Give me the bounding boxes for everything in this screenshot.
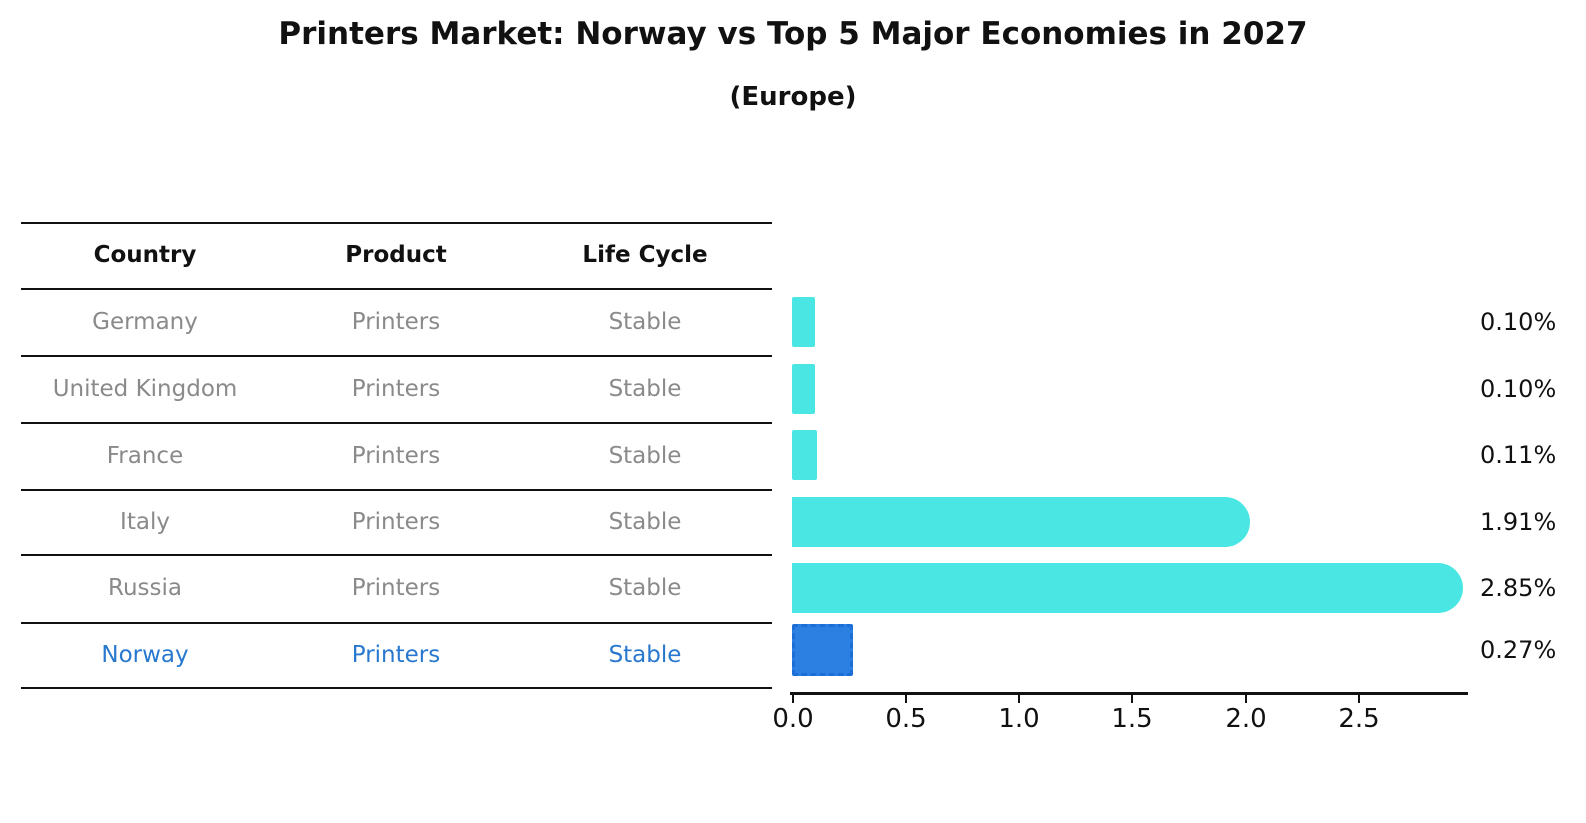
table-rule [21,687,772,689]
value-label: 0.11% [1480,441,1557,469]
x-axis-tick [1131,695,1133,703]
bar-france [792,430,817,480]
cell-life-cycle: Stable [608,442,682,469]
x-axis-tick [1018,695,1020,703]
x-axis-tick-label: 2.5 [1338,704,1380,734]
bar-russia [792,563,1463,613]
value-label: 1.91% [1480,508,1557,536]
bar-norway-highlighted [792,624,854,676]
x-axis-tick-label: 1.5 [1111,704,1153,734]
value-label: 0.10% [1480,308,1557,336]
cell-product: Printers [351,641,441,668]
bar-germany [792,297,815,347]
x-axis-tick-label: 1.0 [998,704,1040,734]
table-rule [21,288,772,290]
table-rule [21,355,772,357]
cell-country: Norway [101,641,189,668]
x-axis-tick-label: 0.0 [772,704,814,734]
cell-life-cycle: Stable [608,375,682,402]
cell-country: Russia [108,575,182,601]
table-rule [21,554,772,556]
table-header-life-cycle: Life Cycle [582,242,708,268]
cell-life-cycle: Stable [608,641,682,668]
table-rule [21,489,772,491]
bar-italy [792,497,1250,547]
table-rule [21,422,772,424]
cell-country: Germany [92,309,198,335]
x-axis-line [790,692,1468,695]
cell-life-cycle: Stable [608,508,682,535]
x-axis-tick-label: 2.0 [1225,704,1267,734]
x-axis-tick [905,695,907,703]
cell-product: Printers [351,508,441,535]
table-header-product: Product [345,242,447,268]
value-label: 0.10% [1480,375,1557,403]
table-rule [21,222,772,224]
value-label: 0.27% [1480,636,1557,664]
x-axis-tick [1245,695,1247,703]
cell-product: Printers [351,309,441,335]
cell-life-cycle: Stable [608,575,682,601]
cell-life-cycle: Stable [608,309,682,335]
cell-country: United Kingdom [52,375,238,402]
cell-country: Italy [120,508,170,535]
chart-subtitle: (Europe) [729,82,857,112]
value-label: 2.85% [1480,574,1557,602]
x-axis-tick [792,695,794,703]
cell-country: France [106,442,184,469]
x-axis-tick-label: 0.5 [885,704,927,734]
cell-product: Printers [351,375,441,402]
table-header-country: Country [93,242,197,268]
cell-product: Printers [351,442,441,469]
x-axis-tick [1358,695,1360,703]
cell-product: Printers [351,575,441,601]
bar-united-kingdom [792,364,815,414]
chart-title: Printers Market: Norway vs Top 5 Major E… [278,16,1308,52]
table-rule [21,622,772,624]
